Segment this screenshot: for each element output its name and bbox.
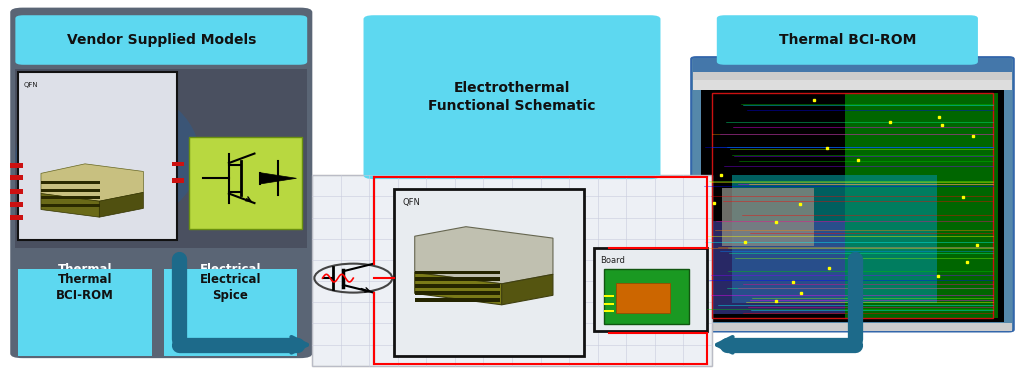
Bar — [693, 80, 1012, 90]
Bar — [415, 277, 500, 281]
FancyBboxPatch shape — [691, 57, 1014, 331]
Text: Thermal
BCI-ROM: Thermal BCI-ROM — [56, 263, 114, 292]
FancyBboxPatch shape — [15, 15, 307, 65]
Bar — [712, 93, 993, 318]
Bar — [10, 202, 23, 207]
Bar — [604, 295, 614, 297]
Bar — [701, 90, 1004, 322]
Bar — [415, 271, 500, 274]
Bar — [41, 204, 100, 207]
Bar — [616, 283, 670, 313]
Bar — [18, 72, 177, 240]
Polygon shape — [41, 194, 99, 217]
FancyBboxPatch shape — [364, 15, 660, 179]
Polygon shape — [502, 274, 553, 305]
Bar — [10, 175, 23, 180]
Polygon shape — [415, 227, 553, 284]
Bar — [594, 248, 707, 331]
Text: QFN: QFN — [402, 198, 420, 207]
Bar — [189, 137, 302, 229]
Bar — [41, 196, 100, 199]
Text: Thermal
BCI-ROM: Thermal BCI-ROM — [56, 273, 114, 302]
Bar — [10, 163, 23, 168]
Bar — [604, 269, 689, 324]
Polygon shape — [260, 173, 297, 184]
Bar — [415, 298, 500, 302]
Bar — [693, 58, 1012, 72]
FancyBboxPatch shape — [10, 8, 312, 358]
Ellipse shape — [15, 84, 200, 229]
Bar — [394, 189, 584, 356]
Bar — [164, 269, 297, 356]
Text: Vendor Supplied Models: Vendor Supplied Models — [67, 33, 256, 47]
Text: Electrical
Spice: Electrical Spice — [200, 263, 261, 292]
Bar — [41, 181, 100, 184]
FancyBboxPatch shape — [717, 15, 978, 65]
Bar — [18, 269, 152, 356]
Polygon shape — [415, 272, 502, 305]
Bar — [172, 178, 184, 183]
Bar — [10, 215, 23, 220]
Bar — [415, 284, 500, 288]
Bar — [172, 162, 184, 166]
Bar — [604, 310, 614, 312]
Bar — [10, 189, 23, 194]
Bar — [722, 188, 814, 246]
Bar — [15, 69, 307, 248]
Bar — [693, 72, 1012, 80]
Bar — [712, 221, 845, 314]
Bar — [18, 72, 177, 240]
Bar — [604, 303, 614, 305]
Text: Board: Board — [600, 256, 625, 265]
Text: Electrical
Spice: Electrical Spice — [200, 273, 261, 302]
Text: Electrothermal
Functional Schematic: Electrothermal Functional Schematic — [428, 81, 596, 114]
Bar — [415, 291, 500, 295]
Bar — [732, 175, 937, 303]
Text: QFN: QFN — [24, 82, 38, 88]
Text: Thermal BCI-ROM: Thermal BCI-ROM — [778, 33, 916, 47]
Polygon shape — [41, 164, 143, 201]
Bar — [845, 93, 998, 318]
Bar — [312, 175, 712, 366]
Bar — [693, 323, 1012, 331]
Polygon shape — [99, 192, 143, 217]
Bar — [41, 189, 100, 192]
